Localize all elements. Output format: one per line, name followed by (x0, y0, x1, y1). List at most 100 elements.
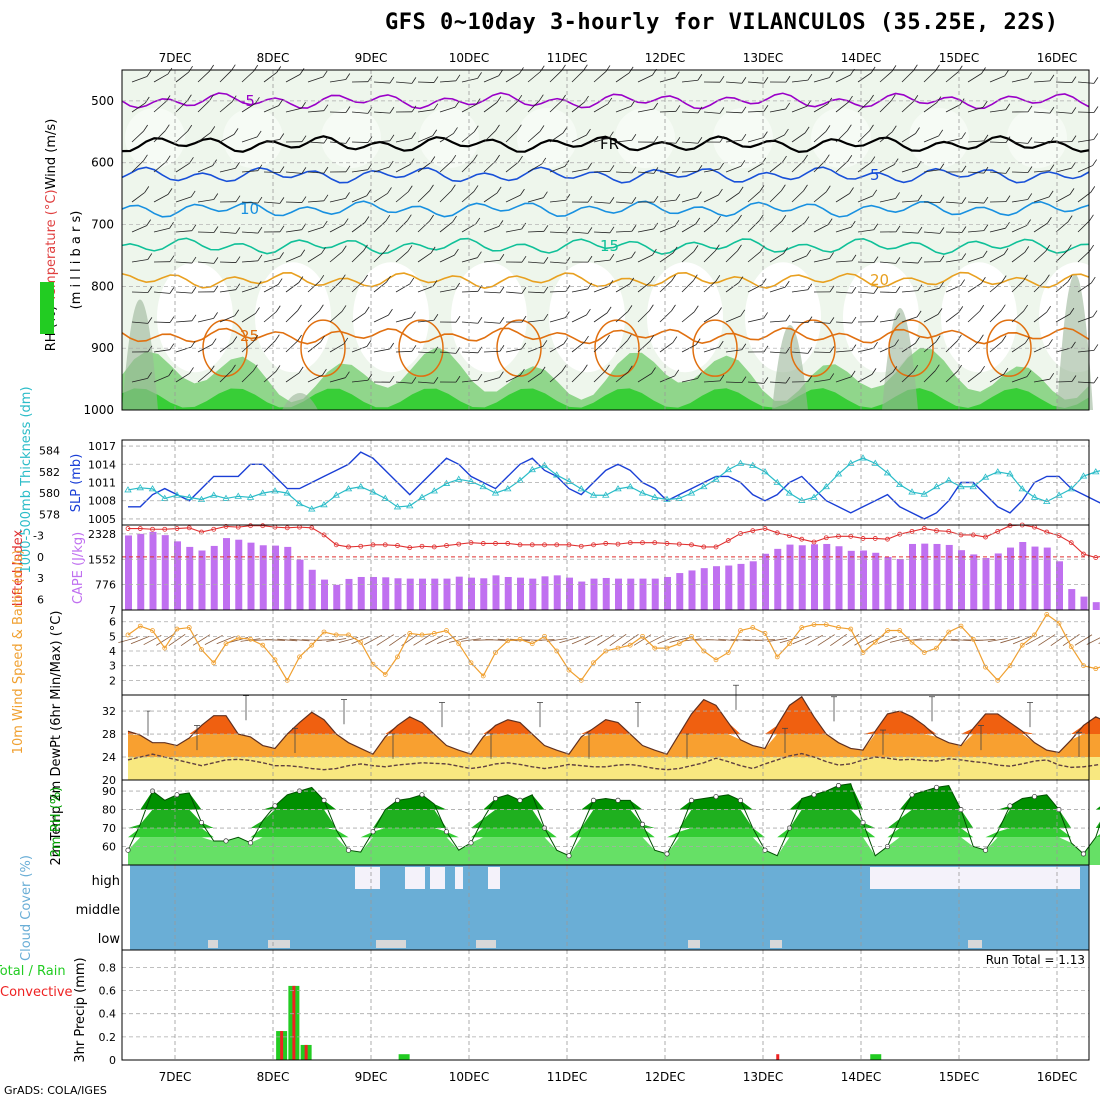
wind-barb-flag (1071, 375, 1077, 382)
wind-barb (351, 345, 368, 353)
wind-barb-10m (571, 635, 591, 645)
cape-bar (480, 578, 488, 610)
bottom-date-label: 13DEC (743, 1070, 783, 1084)
lifted-index-point (872, 536, 878, 541)
cape-bar (1068, 589, 1076, 610)
wind-barb (857, 100, 870, 113)
wind-barb-flag (520, 188, 525, 196)
wind-barb (637, 74, 653, 83)
lifted-index-point (223, 524, 229, 529)
wind-barb-flag (298, 276, 304, 283)
wind-barb-flag (389, 76, 395, 84)
wind-barb (175, 261, 192, 264)
wind-barb (307, 171, 324, 174)
wind-speed-point (505, 638, 511, 644)
wind-barb-flag (894, 339, 899, 346)
cape-bar (198, 550, 206, 610)
wind-barb-flag (432, 280, 438, 287)
wind-barb (373, 281, 387, 293)
wind-barb-flag (719, 107, 725, 114)
cape-bar (406, 578, 414, 610)
lifted-index-point (811, 539, 817, 545)
rh-contour (321, 108, 381, 168)
wind-barb (351, 141, 369, 143)
wind-barb (417, 351, 434, 354)
wind-barb (615, 201, 632, 204)
cape-bar (272, 545, 279, 610)
wind-barb (637, 254, 653, 263)
wind-barb (439, 221, 453, 233)
wind-barb (153, 349, 170, 353)
wind-barb-flag (741, 77, 747, 84)
wind-barb-flag (279, 197, 285, 204)
wind-barb (615, 230, 633, 233)
wind-barb (901, 200, 918, 203)
wind-barb (813, 131, 827, 143)
wind-barb-flag (763, 131, 768, 138)
wind-barb-10m (485, 639, 506, 641)
wind-barb-flag (675, 137, 681, 144)
lifted-index-point (701, 544, 707, 550)
wind-barb (241, 102, 256, 113)
wind-barb-flag (169, 316, 175, 323)
wind-barb-flag (406, 214, 412, 221)
wind-barb-flag (299, 68, 305, 75)
wind-barb-flag (609, 131, 614, 138)
wind-barb (395, 164, 411, 173)
cape-bar (958, 550, 965, 610)
wind-barb (527, 131, 541, 143)
wind-barb-10m (313, 639, 335, 641)
wind-barb-flag (674, 369, 680, 377)
wind-barb-flag (850, 220, 856, 228)
thickness-point (210, 491, 218, 498)
lifted-index-point (676, 541, 682, 547)
wind-barb (263, 371, 277, 383)
thickness-point (773, 478, 781, 485)
wind-speed-point (407, 631, 413, 636)
lifted-index-point (713, 544, 719, 550)
top-date-label: 13DEC (743, 51, 783, 65)
wind-barb-flag (543, 225, 549, 232)
wind-speed-point (750, 625, 756, 630)
wind-barb (219, 261, 237, 263)
cape-bar (798, 545, 806, 610)
wind-barb-flag (213, 193, 219, 200)
wind-barb-flag (255, 307, 260, 314)
wind-barb-flag (521, 287, 527, 294)
wind-barb (483, 259, 500, 263)
rh2m-point (909, 792, 915, 798)
wind-barb (241, 370, 254, 383)
rh2m-point (615, 797, 621, 803)
wind-barb (725, 349, 742, 353)
cape-bar (1080, 596, 1088, 610)
top-date-label: 16DEC (1037, 51, 1077, 65)
thickness-point (504, 485, 512, 492)
thickness-point (418, 493, 426, 500)
wind-barb-flag (255, 97, 260, 104)
wind-barb (879, 319, 896, 323)
wind-barb (967, 310, 981, 323)
wind-barb-flag (1049, 106, 1055, 114)
isotherm-label: 15 (600, 237, 619, 255)
wind-speed-point (382, 672, 388, 677)
wind-barb (175, 71, 189, 83)
precip-panel: 0.8 0.6 0.4 0.2 0 Run Total = 1.13 3hr Precip … (0, 953, 1085, 1067)
wind-barb-flag (517, 94, 523, 102)
wind-barb-10m (987, 637, 1008, 643)
wind-barb (989, 109, 1006, 113)
wind-barb-10m (216, 635, 236, 645)
rh-contour (517, 108, 577, 168)
wind-barb (857, 130, 870, 143)
wind-barb-flag (979, 304, 985, 312)
wind-barb (373, 140, 390, 143)
moist-column (772, 325, 808, 410)
thickness-point (834, 470, 843, 477)
lifted-index-point (346, 544, 351, 550)
wind-barb-flag (958, 306, 964, 313)
cape-tick-label: 1552 (88, 553, 116, 566)
wind-barb-flag (235, 256, 241, 263)
wind-barb-flag (1071, 135, 1077, 142)
rh2m-point (590, 797, 597, 803)
isotherm-label: 10 (240, 200, 259, 218)
